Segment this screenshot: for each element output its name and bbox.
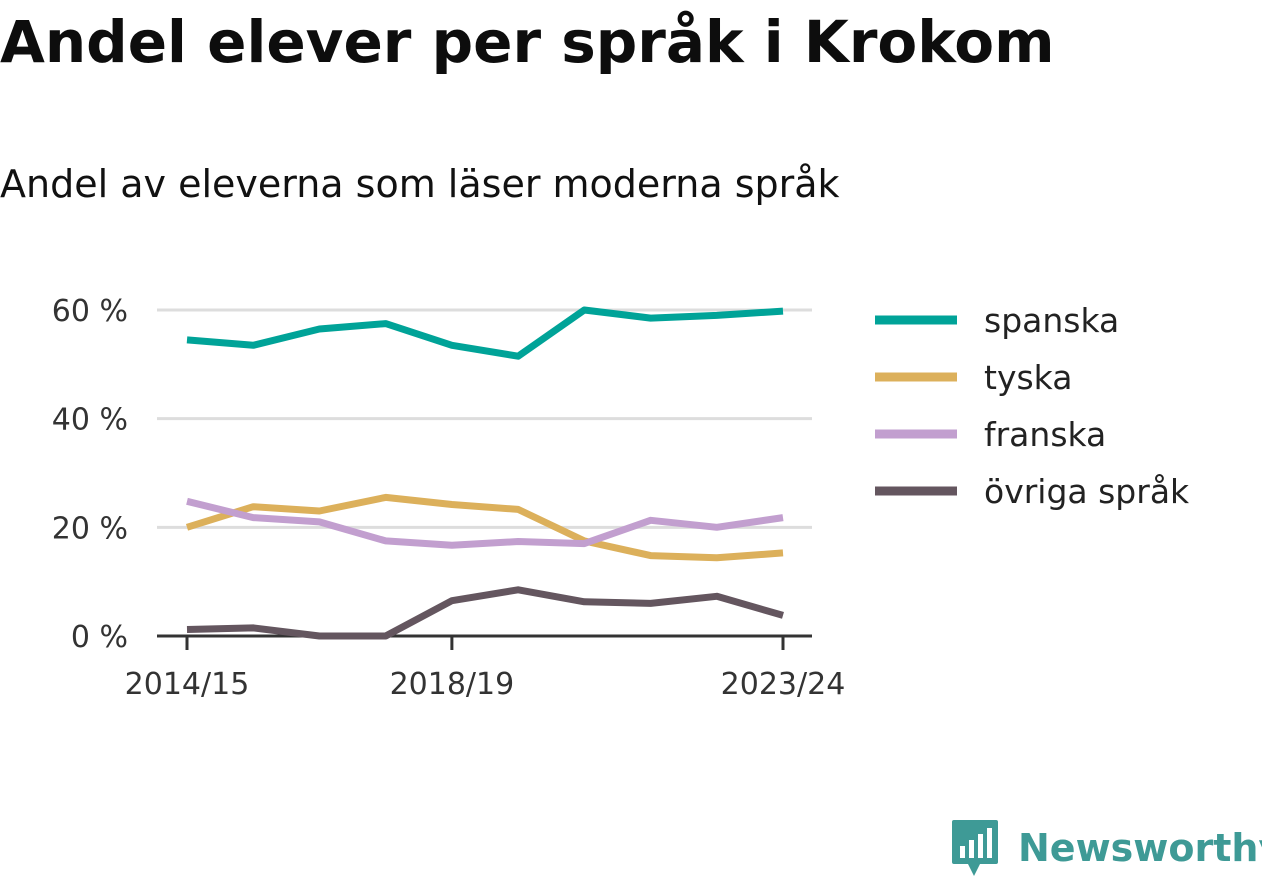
x-tick-label: 2018/19 xyxy=(390,667,515,702)
x-tick-label: 2023/24 xyxy=(721,667,846,702)
legend-label: franska xyxy=(984,415,1106,454)
series-line xyxy=(186,306,784,360)
y-tick-label: 0 % xyxy=(71,620,128,655)
legend-label: övriga språk xyxy=(984,472,1190,511)
x-tick-label: 2014/15 xyxy=(125,667,250,702)
y-tick-label: 40 % xyxy=(52,403,128,438)
newsworthy-brand: Newsworthy xyxy=(950,818,1262,878)
brand-name: Newsworthy xyxy=(1018,826,1262,870)
legend-label: spanska xyxy=(984,301,1119,340)
series-lines xyxy=(185,306,784,640)
legend: spanska tyska franska övriga språk xyxy=(875,301,1190,511)
newsworthy-logo-icon xyxy=(952,820,998,876)
chart-subtitle: Andel av eleverna som läser moderna språ… xyxy=(0,162,840,206)
x-axis: 2014/15 2018/19 2023/24 xyxy=(125,634,846,702)
y-tick-label: 60 % xyxy=(52,294,128,329)
y-tick-label: 20 % xyxy=(52,511,128,546)
legend-label: tyska xyxy=(984,358,1072,397)
series-line xyxy=(186,497,784,549)
series-line xyxy=(185,493,784,562)
y-axis-ticks: 0 % 20 % 40 % 60 % xyxy=(52,294,128,655)
chart-title: Andel elever per språk i Krokom xyxy=(0,8,1055,76)
series-line xyxy=(186,586,784,640)
